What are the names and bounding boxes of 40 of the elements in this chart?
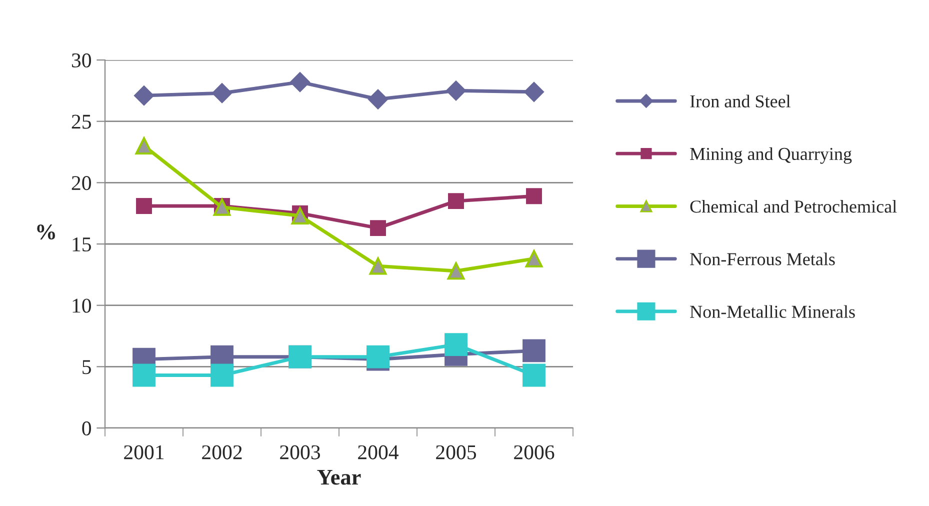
y-tick-label: 10: [72, 298, 92, 313]
point: [446, 80, 466, 101]
point: [212, 83, 232, 104]
legend-label: Non-Ferrous Metals: [690, 252, 835, 266]
legend-label: Iron and Steel: [690, 94, 790, 108]
x-tick-label: 2001: [124, 445, 164, 460]
point: [135, 137, 153, 155]
x-axis-title: Year: [317, 470, 361, 485]
y-tick-label: 0: [82, 421, 92, 436]
point: [370, 220, 386, 236]
y-tick-label: 5: [82, 360, 91, 374]
point: [368, 89, 388, 110]
point: [136, 198, 152, 214]
point: [448, 193, 464, 210]
y-tick-label: 30: [72, 53, 92, 68]
x-tick-label: 2005: [436, 445, 476, 460]
y-axis-title: %: [37, 224, 55, 240]
point: [210, 364, 234, 387]
legend-label: Mining and Quarrying: [690, 147, 852, 164]
point: [290, 72, 310, 92]
point: [444, 333, 468, 356]
point: [524, 82, 544, 102]
x-tick-label: 2003: [280, 445, 320, 460]
y-tick-label: 20: [72, 176, 92, 190]
point: [369, 257, 387, 275]
x-tick-label: 2004: [358, 445, 399, 460]
point: [522, 364, 546, 387]
point: [522, 339, 546, 362]
y-tick-label: 25: [72, 114, 91, 129]
x-tick-label: 2002: [202, 445, 242, 460]
x-tick-label: 2006: [514, 445, 554, 460]
point: [134, 86, 154, 106]
point: [526, 188, 542, 204]
point: [447, 262, 465, 280]
point: [291, 207, 309, 224]
legend-label: Non-Metallic Minerals: [690, 305, 855, 318]
legend-label: Chemical and Petrochemical: [690, 200, 897, 213]
point: [525, 250, 543, 268]
point: [132, 364, 156, 387]
y-tick-label: 15: [72, 237, 91, 252]
